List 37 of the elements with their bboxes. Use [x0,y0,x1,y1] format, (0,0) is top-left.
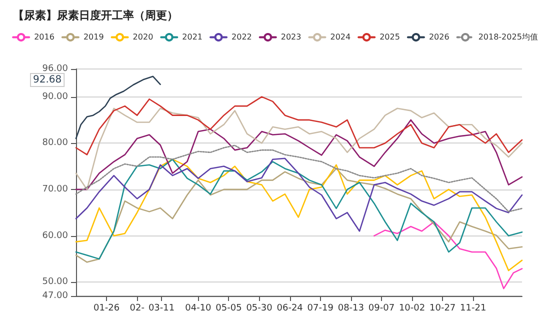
x-tick-label: 05-05 [216,304,242,314]
legend-label: 2023 [280,32,302,42]
line-series [75,96,523,156]
legend-label: 2016 [34,32,54,42]
line-series [75,144,523,212]
y-tick-label: 60.00 [42,230,68,241]
y-tick-label: 50.00 [42,277,68,288]
legend-label: 2019 [83,32,104,42]
legend-label: 2021 [182,32,203,42]
x-tick-label: 01-26 [93,304,120,314]
legend-label: 2026 [428,32,450,42]
line-series [75,158,523,232]
x-tick-label: 09-07 [368,304,395,314]
x-tick-label: 08-13 [338,304,364,314]
y-tick-label: 47.00 [42,291,68,301]
x-tick-label: 07-19 [307,304,334,314]
x-tick-label: 05-30 [246,304,273,314]
x-tick-label: 03-11 [148,304,175,314]
x-tick-label: 10-02 [398,304,426,314]
x-tick-label: 11-21 [460,304,486,314]
y-tick-label: 80.00 [42,138,68,148]
y-tick-label: 70.00 [42,184,68,194]
x-tick-label: 02- [130,304,144,314]
x-tick-label: 04-10 [185,304,212,314]
x-tick-label: 10-27 [429,304,456,314]
y-tick-label: 90.00 [42,92,68,102]
legend-label: 2022 [232,32,252,42]
legend-label: 2025 [380,32,400,42]
text: 92.68 [33,74,62,86]
chart-title: 【尿素】尿素日度开工率（周更） [13,9,178,22]
legend-label: 2024 [330,32,351,42]
legend-label: 2020 [132,32,154,42]
y-tick-label: 96.00 [42,64,68,74]
line-series [374,221,523,290]
line-series [75,76,161,140]
legend-label: 2018-2025均值 [478,32,538,42]
x-tick-label: 06-24 [276,304,304,314]
